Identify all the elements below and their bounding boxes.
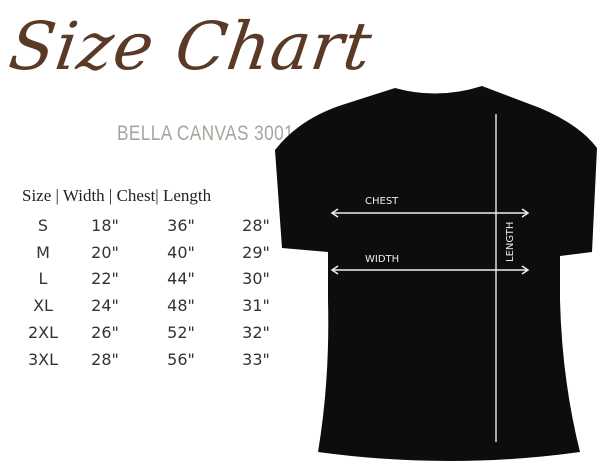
- width-cell: 18": [91, 215, 119, 235]
- length-cell: 31": [242, 296, 270, 316]
- chest-cell: 52": [167, 323, 195, 343]
- chest-cell: 48": [167, 296, 195, 316]
- size-cell: 2XL: [27, 323, 59, 343]
- size-row: 2XL 26" 52" 32": [22, 319, 296, 346]
- length-label: LENGTH: [505, 222, 516, 262]
- size-cell: S: [37, 215, 49, 235]
- size-row: L 22" 44" 30": [22, 266, 296, 293]
- size-cell: L: [38, 269, 48, 289]
- width-cell: 22": [91, 269, 119, 289]
- tshirt-shape: [275, 86, 597, 461]
- length-cell: 32": [242, 323, 270, 343]
- size-row: XL 24" 48" 31": [22, 292, 296, 319]
- chest-cell: 44": [167, 269, 195, 289]
- chest-cell: 40": [167, 242, 195, 262]
- product-name: BELLA CANVAS 3001: [117, 122, 295, 145]
- width-cell: 20": [91, 242, 119, 262]
- length-cell: 33": [242, 349, 270, 369]
- size-cell: 3XL: [27, 349, 59, 369]
- size-row: 3XL 28" 56" 33": [22, 346, 296, 373]
- table-header: Size | Width | Chest| Length: [22, 186, 212, 205]
- chest-arrow: [330, 208, 530, 218]
- length-cell: 28": [242, 215, 270, 235]
- width-cell: 24": [91, 296, 119, 316]
- size-row: S 18" 36" 28": [22, 212, 296, 239]
- length-cell: 29": [242, 242, 270, 262]
- width-label: WIDTH: [365, 254, 399, 265]
- width-arrow: [330, 265, 530, 275]
- size-table: Size | Width | Chest| Length S 18" 36" 28" M…: [22, 186, 296, 373]
- chest-label: CHEST: [365, 196, 399, 207]
- chest-cell: 36": [167, 215, 195, 235]
- length-cell: 30": [242, 269, 270, 289]
- size-row: M 20" 40" 29": [22, 239, 296, 266]
- width-cell: 28": [91, 349, 119, 369]
- width-cell: 26": [91, 323, 119, 343]
- size-cell: M: [36, 242, 50, 262]
- chest-cell: 56": [167, 349, 195, 369]
- size-cell: XL: [33, 296, 53, 316]
